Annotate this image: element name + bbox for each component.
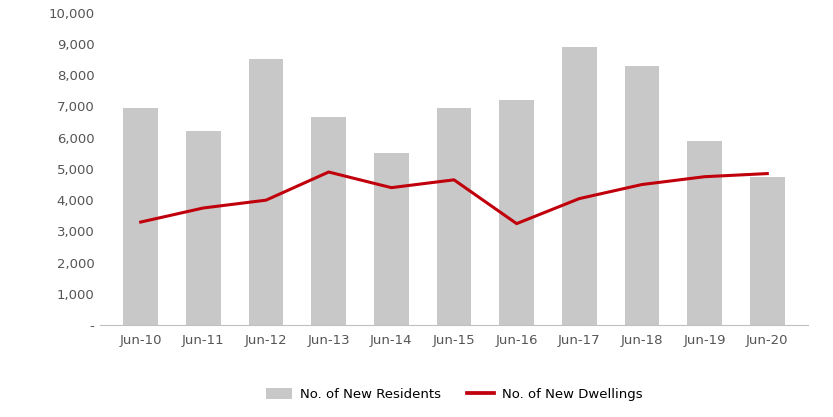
Legend: No. of New Residents, No. of New Dwellings: No. of New Residents, No. of New Dwellin… xyxy=(261,382,647,406)
Bar xyxy=(123,108,158,325)
Bar xyxy=(625,65,659,325)
Bar xyxy=(750,177,785,325)
Bar xyxy=(562,47,596,325)
Bar xyxy=(500,100,534,325)
Bar xyxy=(436,108,471,325)
Bar xyxy=(687,141,722,325)
Bar xyxy=(249,59,283,325)
Bar xyxy=(374,153,408,325)
Bar xyxy=(312,117,346,325)
Bar xyxy=(186,131,221,325)
